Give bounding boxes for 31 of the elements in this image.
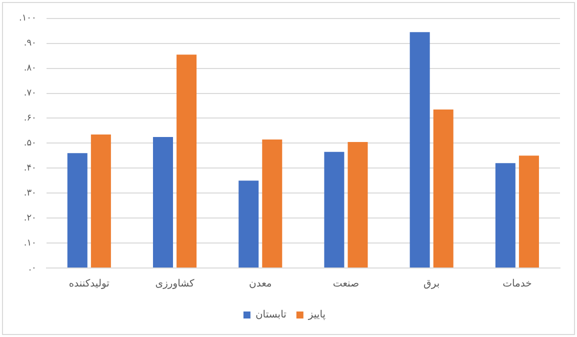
bar [67,153,88,268]
y-tick-label: ۱۰۰. [18,14,36,24]
y-tick-label: ۹۰. [24,38,36,49]
bar [238,180,259,268]
bar [262,139,282,268]
y-tick-label: ۳۰. [24,188,36,198]
x-tick-label: خدمات [502,278,532,290]
y-tick-label: ۲۰. [24,213,36,224]
x-tick-label: تولیدکننده [68,278,110,290]
y-tick-label: ۵۰. [24,138,36,149]
bar [518,156,539,268]
bar [324,152,344,268]
bar [176,54,197,268]
x-tick-label: صنعت [332,278,360,290]
bar [90,134,111,268]
x-tick-label: معدن [248,278,272,290]
bar [495,163,516,268]
x-tick-label: برق [424,278,440,290]
legend-label: تابستان [255,310,287,321]
y-tick-label: ۶۰. [24,114,36,124]
y-tick-label: ۴۰. [24,164,36,174]
x-tick-label: کشاورزی [155,278,195,290]
y-tick-label: ۸۰. [24,64,36,74]
bar [433,110,454,268]
y-tick-label: ۷۰. [24,88,36,99]
legend-label: پاییز [307,310,326,321]
bar [152,136,174,268]
bar [410,32,430,268]
bar [348,142,368,268]
y-tick-label: ۰. [28,263,36,274]
y-tick-label: ۱۰. [24,238,36,248]
